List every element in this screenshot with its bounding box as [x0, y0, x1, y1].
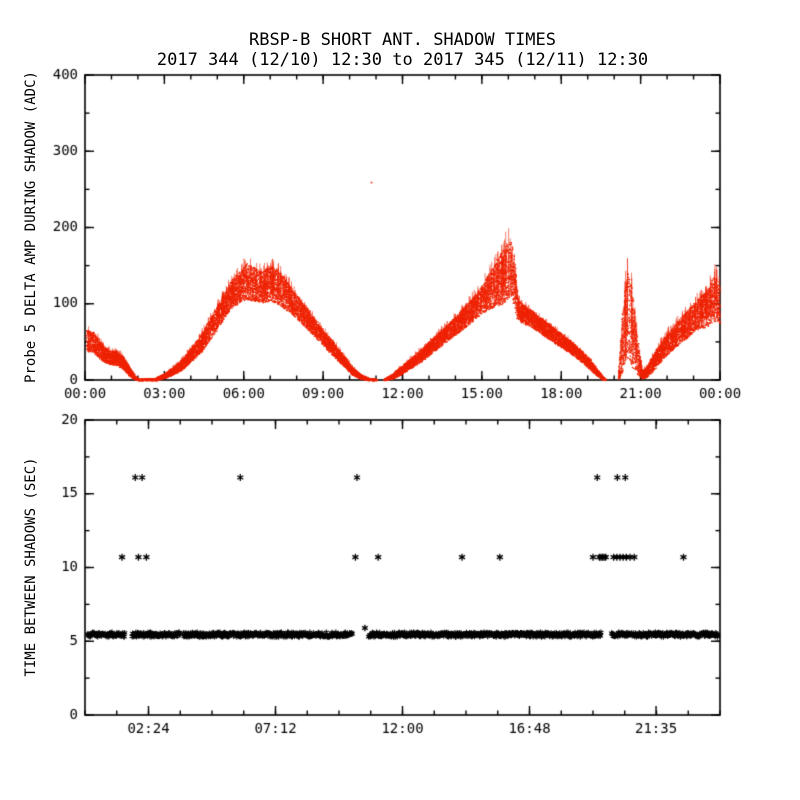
chart-subtitle: 2017 344 (12/10) 12:30 to 2017 345 (12/1…: [156, 50, 649, 70]
bottom-panel-y-axis-label: TIME BETWEEN SHADOWS (SEC): [23, 457, 39, 677]
chart-title: RBSP-B SHORT ANT. SHADOW TIMES: [248, 30, 557, 50]
top-panel-y-axis-label: Probe 5 DELTA AMP DURING SHADOW (ADC): [23, 71, 39, 383]
